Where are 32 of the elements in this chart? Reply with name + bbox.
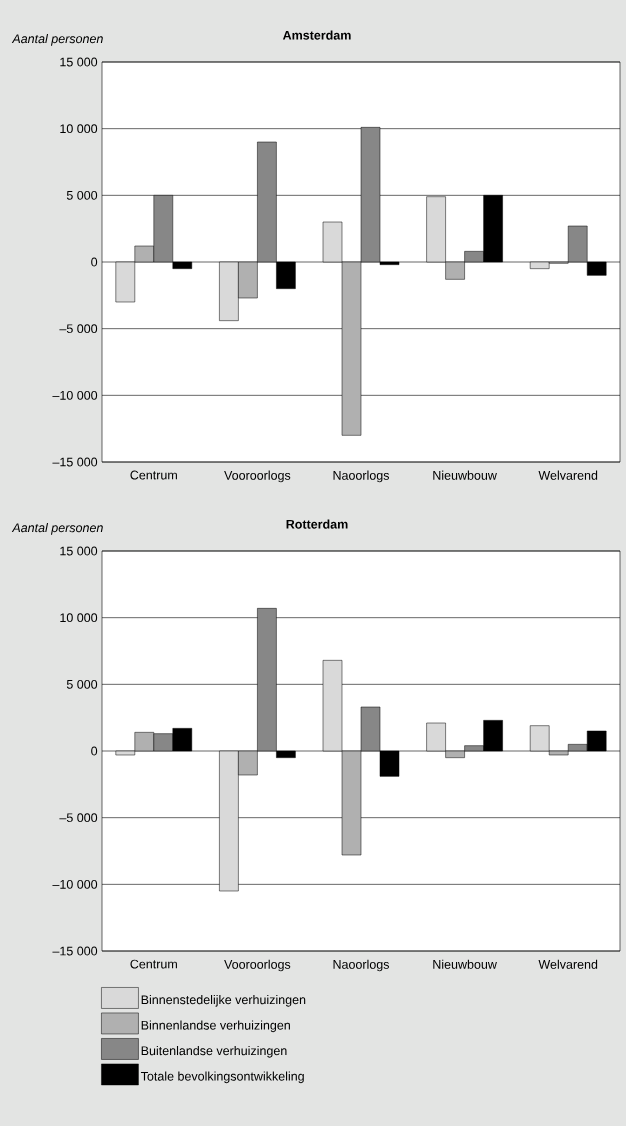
y-tick-label: –10 000 xyxy=(52,390,98,400)
x-tick-label: Nieuwbouw xyxy=(433,470,497,480)
x-tick-label: Welvarend xyxy=(538,959,598,969)
x-tick-label: Nieuwbouw xyxy=(433,959,497,969)
x-tick-label: Vooroorlogs xyxy=(224,470,291,483)
chart-title: Rotterdam xyxy=(286,519,348,529)
y-tick-label: –10 000 xyxy=(52,879,98,889)
y-tick-label: 5 000 xyxy=(66,190,98,200)
y-tick-label: –5 000 xyxy=(59,813,98,823)
x-tick-label: Vooroorlogs xyxy=(224,959,291,972)
y-tick-label: –15 000 xyxy=(52,457,98,467)
legend-label: Binnenstedelijke verhuizingen xyxy=(141,994,306,1007)
y-tick-label: 0 xyxy=(91,746,98,756)
y-tick-label: 10 000 xyxy=(60,613,98,623)
y-tick-label: 5 000 xyxy=(66,679,98,689)
y-axis-title: Aantal personen xyxy=(11,522,103,535)
x-tick-label: Naoorlogs xyxy=(333,959,390,972)
x-tick-label: Welvarend xyxy=(538,470,598,480)
y-tick-label: 15 000 xyxy=(60,57,98,67)
chart-title: Amsterdam xyxy=(282,30,351,40)
y-tick-label: 10 000 xyxy=(60,124,98,134)
legend-label: Buitenlandse verhuizingen xyxy=(141,1045,287,1058)
y-tick-label: –5 000 xyxy=(59,324,98,334)
y-tick-label: 0 xyxy=(91,257,98,267)
legend-label: Totale bevolkingsontwikkeling xyxy=(140,1071,304,1084)
y-tick-label: 15 000 xyxy=(60,546,98,556)
y-axis-title: Aantal personen xyxy=(11,33,103,46)
x-tick-label: Naoorlogs xyxy=(333,470,390,483)
x-tick-label: Centrum xyxy=(130,959,177,969)
x-tick-label: Centrum xyxy=(130,470,177,480)
y-tick-label: –15 000 xyxy=(52,946,98,956)
legend-label: Binnenlandse verhuizingen xyxy=(141,1020,290,1033)
